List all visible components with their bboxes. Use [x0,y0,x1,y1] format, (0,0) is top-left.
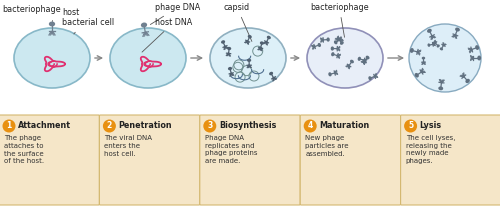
FancyBboxPatch shape [300,115,400,205]
Circle shape [204,119,216,132]
Circle shape [2,119,16,132]
Ellipse shape [248,35,252,38]
Ellipse shape [350,60,354,63]
Ellipse shape [141,22,147,27]
Ellipse shape [326,37,330,42]
Ellipse shape [210,28,286,88]
Text: host
bacterial cell: host bacterial cell [62,8,114,34]
Ellipse shape [14,28,90,88]
Ellipse shape [422,57,425,60]
Text: phage DNA: phage DNA [150,3,200,25]
Text: The phage
attaches to
the surface
of the host.: The phage attaches to the surface of the… [4,135,44,164]
Circle shape [404,119,417,132]
Ellipse shape [340,41,344,45]
Ellipse shape [455,28,460,32]
Ellipse shape [110,28,186,88]
Ellipse shape [318,43,321,47]
Ellipse shape [440,47,443,50]
Ellipse shape [267,36,271,39]
Ellipse shape [414,73,419,77]
Text: 1: 1 [6,122,12,130]
Ellipse shape [49,21,55,27]
Ellipse shape [368,76,372,80]
Ellipse shape [436,44,440,48]
Ellipse shape [334,40,338,44]
Text: 4: 4 [308,122,313,130]
Ellipse shape [366,56,370,59]
Ellipse shape [307,28,383,88]
Ellipse shape [330,46,334,51]
Text: 2: 2 [107,122,112,130]
Ellipse shape [409,24,481,92]
FancyBboxPatch shape [200,115,300,205]
Ellipse shape [247,59,251,62]
Ellipse shape [328,72,332,76]
Text: host DNA: host DNA [142,18,192,52]
Ellipse shape [221,40,225,44]
Circle shape [304,119,316,132]
Ellipse shape [227,47,231,50]
Ellipse shape [331,52,334,56]
Text: 3: 3 [207,122,212,130]
Ellipse shape [438,87,443,90]
FancyBboxPatch shape [100,115,200,205]
Ellipse shape [410,48,414,53]
Text: Biosynthesis: Biosynthesis [219,121,276,130]
Text: Attachment: Attachment [18,121,71,130]
Ellipse shape [466,79,470,83]
Ellipse shape [269,72,273,75]
Ellipse shape [478,56,481,60]
Text: bacteriophage: bacteriophage [2,5,60,21]
Ellipse shape [427,29,432,33]
FancyBboxPatch shape [400,115,500,205]
Text: The viral DNA
enters the
host cell.: The viral DNA enters the host cell. [104,135,152,157]
Ellipse shape [358,57,361,61]
Text: New phage
particles are
assembled.: New phage particles are assembled. [305,135,348,157]
FancyBboxPatch shape [0,115,100,205]
Text: Penetration: Penetration [118,121,172,130]
Ellipse shape [260,41,264,45]
Text: The cell lyses,
releasing the
newly made
phages.: The cell lyses, releasing the newly made… [406,135,455,164]
Text: Maturation: Maturation [319,121,370,130]
Circle shape [103,119,116,132]
Ellipse shape [228,67,232,70]
Text: bacteriophage: bacteriophage [310,3,368,37]
Ellipse shape [475,45,479,50]
Ellipse shape [428,43,430,47]
Text: Phage DNA
replicates and
phage proteins
are made.: Phage DNA replicates and phage proteins … [205,135,258,164]
Text: Lysis: Lysis [420,121,442,130]
Text: capsid: capsid [224,3,252,41]
Text: 5: 5 [408,122,413,130]
